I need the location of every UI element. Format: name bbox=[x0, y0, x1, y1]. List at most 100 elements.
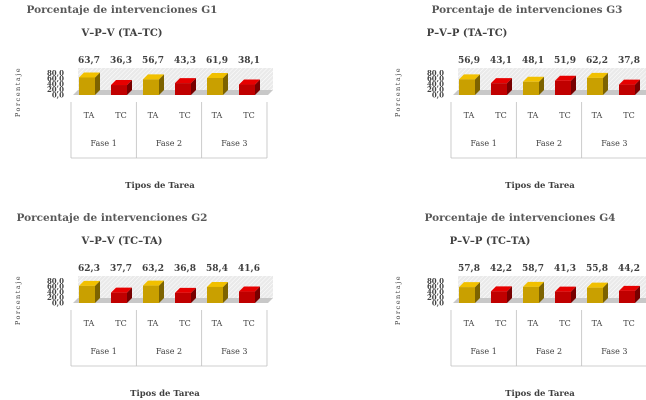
bar-tc-6 bbox=[239, 286, 260, 303]
y-tick-label: 0,0 bbox=[52, 299, 64, 308]
group-label: Fase 2 bbox=[156, 139, 182, 148]
bar-tc-4 bbox=[555, 75, 576, 95]
bar-top bbox=[523, 76, 544, 82]
bar-value-label: 61,9 bbox=[206, 56, 228, 66]
group-label: Fase 1 bbox=[91, 347, 117, 356]
bar-top bbox=[239, 286, 260, 292]
group-label: Fase 3 bbox=[221, 139, 247, 148]
bar-front bbox=[143, 79, 159, 95]
bar-front bbox=[587, 77, 603, 95]
bar-tc-2 bbox=[491, 78, 512, 95]
bar-top bbox=[555, 286, 576, 292]
bar-front bbox=[555, 291, 571, 303]
bar-side bbox=[127, 287, 132, 303]
category-label: TC bbox=[243, 319, 254, 328]
bar-top bbox=[175, 287, 196, 293]
bar-side bbox=[159, 74, 164, 95]
group-label: Fase 3 bbox=[601, 347, 627, 356]
bar-front bbox=[207, 286, 223, 303]
bar-side bbox=[507, 78, 512, 95]
bar-tc-4 bbox=[555, 286, 576, 303]
bar-front bbox=[79, 77, 95, 95]
category-label: TC bbox=[495, 111, 506, 120]
y-tick-label: 40,0 bbox=[427, 80, 444, 89]
chart-subtitle: P–V–P (TA–TC) bbox=[427, 28, 508, 39]
bar-side bbox=[539, 76, 544, 95]
y-tick-label: 40,0 bbox=[427, 288, 444, 297]
category-label: TC bbox=[179, 111, 190, 120]
group-label: Fase 3 bbox=[221, 347, 247, 356]
bar-side bbox=[507, 286, 512, 303]
y-tick-label: 80,0 bbox=[427, 277, 444, 286]
bar-tc-2 bbox=[491, 286, 512, 303]
bar-ta-5 bbox=[207, 72, 228, 95]
bar-value-label: 56,7 bbox=[142, 56, 164, 66]
bar-front bbox=[239, 291, 255, 303]
bar-front bbox=[459, 79, 475, 95]
x-axis-label: Tipos de Tarea bbox=[125, 181, 195, 191]
chart-panel-2: Porcentaje de intervenciones G3 P–V–P (TA… bbox=[394, 4, 646, 191]
bar-value-label: 51,9 bbox=[554, 56, 576, 66]
chart-panel-3: Porcentaje de intervenciones G2 V–P–V (TC… bbox=[14, 212, 273, 399]
bar-front bbox=[143, 285, 159, 303]
y-axis-label: Porcentaje bbox=[394, 275, 402, 325]
bar-front bbox=[239, 84, 255, 95]
y-axis-label: Porcentaje bbox=[14, 67, 22, 117]
bar-value-label: 37,7 bbox=[110, 264, 132, 274]
bar-side bbox=[475, 74, 480, 95]
y-tick-label: 40,0 bbox=[47, 80, 64, 89]
y-tick-label: 20,0 bbox=[47, 293, 64, 302]
y-tick-label: 60,0 bbox=[47, 74, 64, 83]
bar-side bbox=[127, 80, 132, 95]
bar-ta-3 bbox=[523, 76, 544, 95]
bar-ta-5 bbox=[207, 281, 228, 303]
bar-side bbox=[223, 281, 228, 303]
bar-top bbox=[555, 75, 576, 81]
bar-top bbox=[143, 280, 164, 286]
y-tick-label: 80,0 bbox=[47, 277, 64, 286]
bar-side bbox=[255, 286, 260, 303]
y-tick-label: 60,0 bbox=[427, 74, 444, 83]
bar-ta-3 bbox=[143, 280, 164, 303]
bar-front bbox=[619, 290, 635, 303]
chart-title: Porcentaje de intervenciones G3 bbox=[432, 4, 623, 16]
bar-value-label: 37,8 bbox=[618, 56, 640, 66]
bar-value-label: 48,1 bbox=[522, 56, 544, 66]
category-label: TA bbox=[148, 319, 159, 328]
category-label: TC bbox=[559, 111, 570, 120]
category-axis-grid bbox=[70, 102, 268, 159]
bar-value-label: 57,8 bbox=[458, 264, 480, 274]
chart-title: Porcentaje de intervenciones G4 bbox=[425, 212, 616, 224]
bar-side bbox=[223, 72, 228, 95]
category-label: TA bbox=[212, 111, 223, 120]
bar-side bbox=[95, 280, 100, 303]
bar-ta-5 bbox=[587, 72, 608, 95]
chart-title: Porcentaje de intervenciones G2 bbox=[17, 212, 208, 224]
bar-value-label: 62,3 bbox=[78, 264, 100, 274]
plot-floor bbox=[453, 298, 646, 303]
bar-ta-1 bbox=[459, 282, 480, 303]
y-tick-label: 60,0 bbox=[47, 282, 64, 291]
y-axis-label: Porcentaje bbox=[394, 67, 402, 117]
y-tick-label: 0,0 bbox=[432, 91, 444, 100]
category-label: TC bbox=[179, 319, 190, 328]
bar-top bbox=[239, 79, 260, 85]
bar-tc-6 bbox=[619, 285, 640, 303]
bar-side bbox=[539, 281, 544, 303]
group-label: Fase 1 bbox=[471, 347, 497, 356]
bar-side bbox=[255, 79, 260, 95]
bar-side bbox=[603, 72, 608, 95]
y-tick-label: 20,0 bbox=[427, 85, 444, 94]
bar-value-label: 43,1 bbox=[490, 56, 512, 66]
category-label: TA bbox=[528, 319, 539, 328]
y-tick-label: 60,0 bbox=[427, 282, 444, 291]
bar-value-label: 58,4 bbox=[206, 264, 228, 274]
bar-value-label: 63,2 bbox=[142, 264, 164, 274]
bar-value-label: 36,8 bbox=[174, 264, 196, 274]
y-tick-label: 0,0 bbox=[52, 91, 64, 100]
bar-ta-1 bbox=[459, 74, 480, 95]
category-label: TA bbox=[464, 111, 475, 120]
bar-value-label: 56,9 bbox=[458, 56, 480, 66]
category-label: TC bbox=[495, 319, 506, 328]
bar-top bbox=[523, 281, 544, 287]
